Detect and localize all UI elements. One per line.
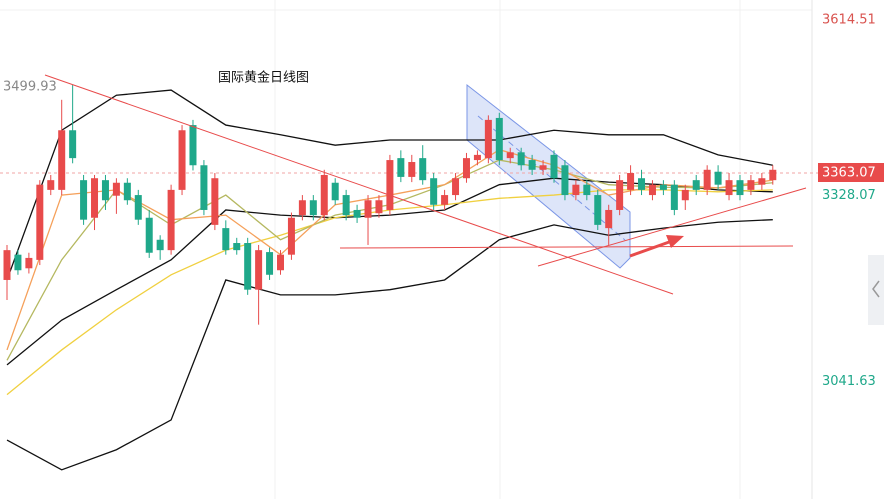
trend-line [339,245,794,249]
candle-body [452,178,460,196]
candle-body [758,178,766,185]
candle-body [681,189,689,201]
candle-body [692,180,700,190]
marks [0,84,818,471]
candle-body [747,180,755,190]
grid [0,0,812,499]
candle-body [561,165,569,196]
candle-body [627,173,635,190]
candle-body [659,184,667,190]
candle-body [331,182,339,201]
last-price-box [818,163,884,182]
candle-body [714,171,722,185]
candle-body [484,119,492,159]
candle-body [266,252,274,275]
arrow [629,239,673,258]
candle-body [638,178,646,190]
candle-body [211,178,219,225]
candle-body [342,195,350,216]
candle-body [178,130,186,190]
chart-title: 国际黄金日线图 [218,70,309,86]
candle-body [397,158,405,177]
candle-body [222,228,230,251]
candle-body [3,250,11,280]
candle-body [572,184,580,196]
candle-body [495,117,503,161]
candle-body [167,189,175,251]
candle-body [616,180,624,210]
candle-body [156,239,164,251]
candle-body [517,152,525,166]
candle-body [134,195,142,220]
price-label: 3041.63 [822,374,876,389]
candle-body [769,169,777,181]
candle-body [277,254,284,271]
channel [466,83,631,269]
candle-body [594,195,602,225]
candle-body [725,180,733,196]
candle-body [353,209,361,218]
candle-body [298,200,306,216]
candle-body [320,174,328,216]
price-label: 3328.07 [822,188,876,203]
candle-body [36,184,44,260]
indicator-line [6,219,773,471]
candle-body [123,182,131,201]
candle-body [112,182,120,196]
indicator-line [6,89,773,281]
candle-body [47,180,55,190]
last-price-label: 3363.07 [822,166,876,181]
candle-body [703,169,711,190]
candle-body [670,184,678,210]
candle-body [244,243,252,290]
candle-body [375,200,383,214]
indicator-line [6,189,773,396]
candle-body [200,165,208,210]
candle-body [605,209,613,229]
candle-body [539,165,547,170]
candle-body [736,180,744,196]
candle-body [255,250,263,290]
candle-body [419,158,427,181]
candle-body [364,200,372,218]
side-tab-icon[interactable] [872,280,880,298]
candle-body [25,257,33,269]
candle-body [430,178,438,205]
candle-body [58,130,66,190]
trend-lines [44,74,807,295]
candle-body [69,130,77,159]
trend-line [537,187,807,267]
candle-body [648,184,656,196]
candle-body [145,217,153,253]
candle-body [386,160,394,210]
candle-body [528,160,536,170]
candle-body [233,243,241,251]
candle-body [408,162,416,177]
candle-body [80,180,88,220]
candle-body [462,158,470,179]
candle-body [441,195,449,205]
side-tab[interactable] [868,255,884,325]
candle-body [506,152,514,159]
candle-body [309,200,317,216]
candle-body [583,184,591,196]
high-label: 3499.93 [3,80,57,95]
candle-body [550,154,558,179]
candle-body [189,125,197,166]
candle-body [91,178,99,218]
candle-body [14,254,22,271]
candle-body [101,180,109,201]
arrow-head [666,235,684,248]
candle-body [287,217,295,255]
candle-body [473,154,481,161]
price-label: 3614.51 [822,13,876,28]
